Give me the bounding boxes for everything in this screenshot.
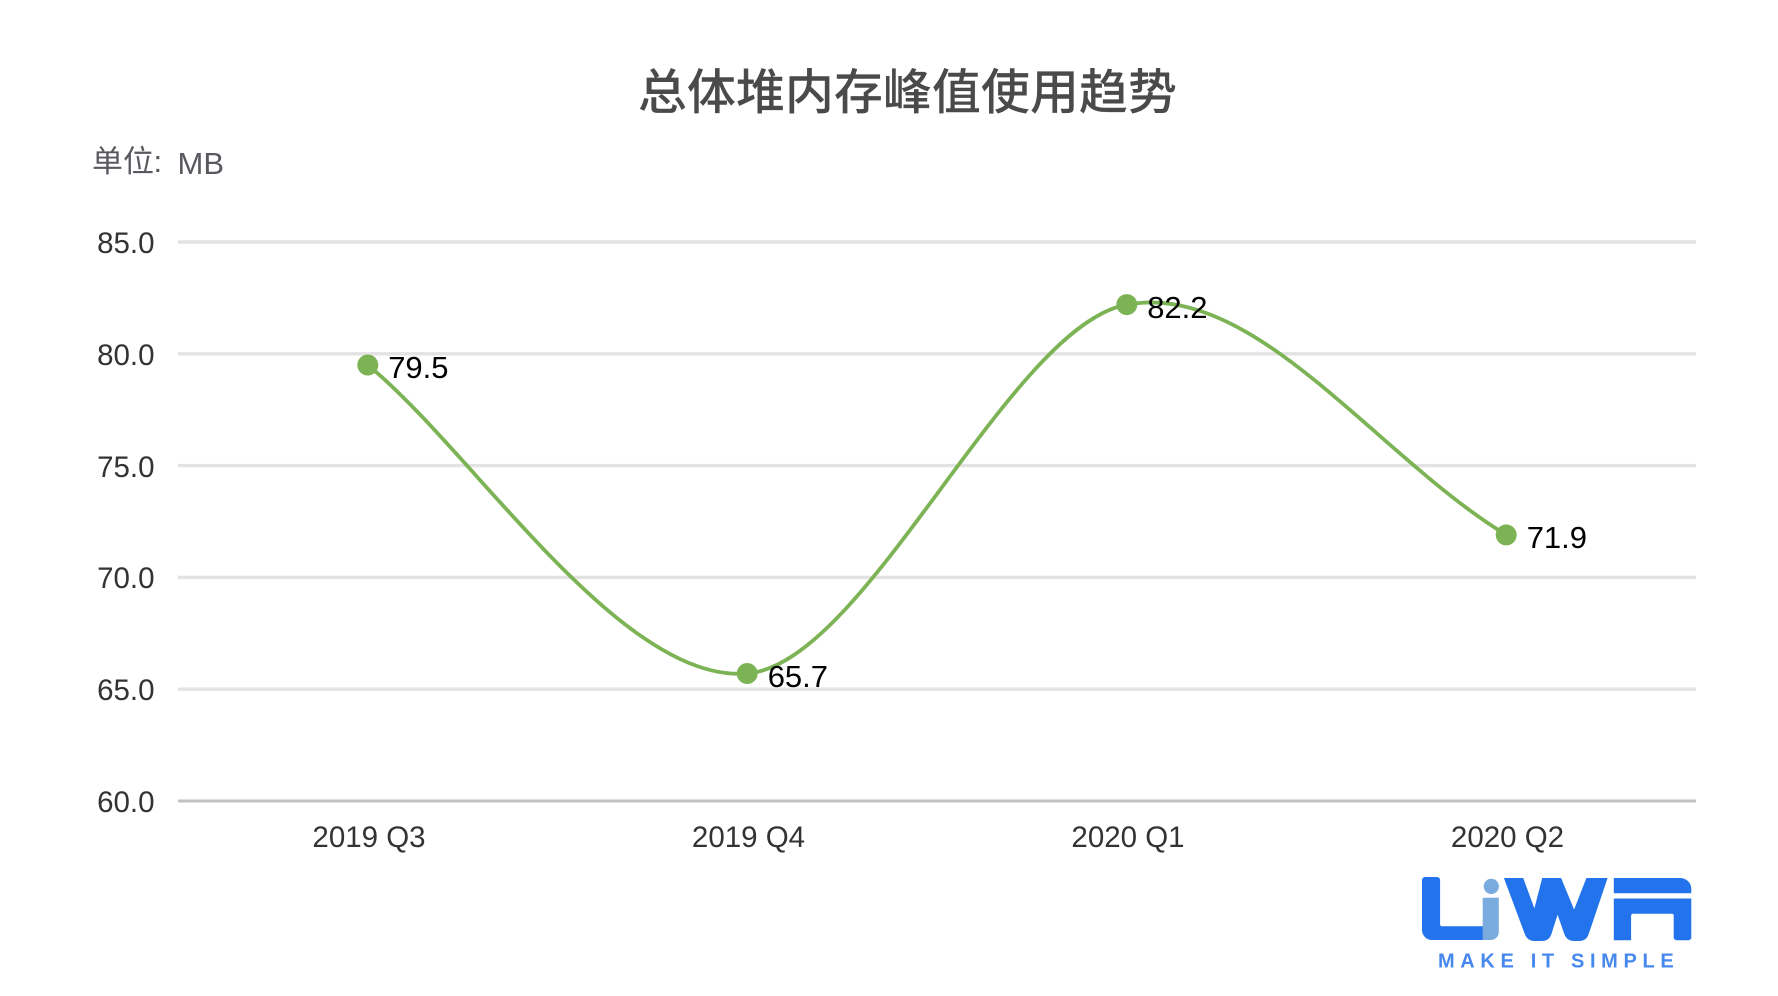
- svg-text:MAKE IT SIMPLE: MAKE IT SIMPLE: [1438, 951, 1679, 973]
